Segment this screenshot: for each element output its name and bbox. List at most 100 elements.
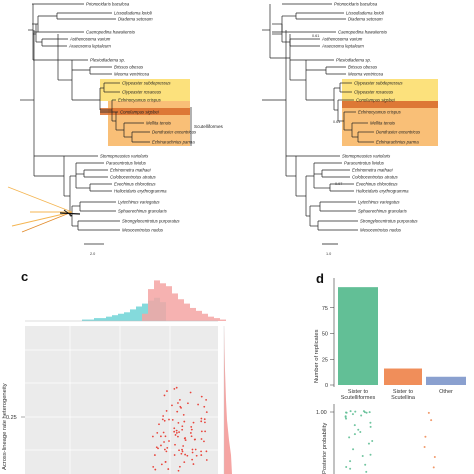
taxon-label: Clypeaster rosaceus bbox=[354, 90, 394, 95]
scatter-point bbox=[174, 443, 176, 446]
scatter-point bbox=[167, 468, 170, 470]
scatter-point bbox=[178, 398, 181, 401]
scatter-point bbox=[151, 435, 154, 438]
scatter-point bbox=[203, 440, 205, 443]
taxon-label: Heliocidaris erythrogramma bbox=[356, 189, 409, 194]
scatter-point bbox=[183, 437, 186, 440]
scatter-point bbox=[162, 415, 165, 417]
histogram-bar-pink bbox=[166, 286, 172, 321]
scatter-point bbox=[181, 450, 184, 453]
highlight-clypeaster bbox=[100, 79, 190, 101]
highlight-clypeaster-right bbox=[342, 79, 438, 101]
taxon-label: Meoma ventricosa bbox=[114, 72, 150, 77]
scatter-point bbox=[181, 428, 184, 431]
bar bbox=[426, 376, 466, 385]
histogram-bar-pink bbox=[220, 319, 226, 321]
taxon-label: Mesocentrotus nudus bbox=[122, 228, 164, 233]
pp-point bbox=[433, 455, 436, 458]
taxon-label: Conolampas sigsbei bbox=[356, 98, 396, 103]
taxon-label: Prionocidaris baculosa bbox=[86, 2, 130, 7]
scatter-point bbox=[174, 434, 177, 436]
bar-category-label: Scutelliformes bbox=[341, 395, 376, 401]
pp-point bbox=[352, 448, 355, 451]
scatter-point bbox=[173, 454, 176, 456]
scatter-point bbox=[180, 452, 183, 455]
phylogeny-left: Prionocidaris baculosa Lissodiadema lorio… bbox=[7, 2, 224, 256]
pp-point bbox=[365, 411, 368, 414]
taxon-label: Mesocentrotus nudus bbox=[360, 228, 402, 233]
histogram-bar-pink bbox=[184, 303, 190, 321]
bar-ytick-label: 50 bbox=[322, 332, 328, 338]
scatter-point bbox=[189, 391, 192, 394]
scatter-point bbox=[160, 444, 162, 447]
rate-histogram bbox=[82, 280, 226, 321]
taxon-label: Araeosoma leptaleum bbox=[68, 44, 111, 49]
scatter-point bbox=[160, 463, 163, 466]
scatter-point bbox=[163, 448, 166, 451]
scatter-point bbox=[161, 418, 164, 421]
scatter-point bbox=[175, 429, 178, 432]
scatter-point bbox=[177, 435, 179, 438]
taxon-label: Dendraster excentricus bbox=[376, 130, 421, 135]
pp-point bbox=[432, 466, 435, 469]
histogram-bar-teal bbox=[82, 319, 88, 321]
scatter-point bbox=[194, 448, 197, 451]
scatter-point bbox=[195, 454, 198, 457]
bar bbox=[338, 287, 378, 385]
pp-point bbox=[365, 470, 368, 473]
scatter-point bbox=[200, 395, 203, 398]
taxon-label: Diadema setosum bbox=[118, 17, 153, 22]
taxon-label: Echinarachnius parma bbox=[152, 140, 195, 145]
scatter-point bbox=[194, 438, 196, 441]
replicate-bars bbox=[338, 287, 466, 385]
scatter-point bbox=[157, 447, 159, 450]
scatter-point bbox=[173, 430, 176, 433]
pp-point bbox=[371, 440, 374, 443]
bar-category-label: Scutellina bbox=[391, 395, 416, 401]
scatter-point bbox=[200, 420, 203, 423]
scatter-point bbox=[178, 465, 181, 468]
scatter-point bbox=[205, 450, 208, 453]
taxon-label: Echinocyamus crispus bbox=[118, 98, 162, 103]
pp-point bbox=[344, 415, 347, 418]
scatter-point bbox=[171, 404, 173, 407]
histogram-bar-teal bbox=[136, 306, 142, 321]
scatter-point bbox=[184, 439, 187, 442]
posterior-probability-points bbox=[344, 410, 436, 473]
support-value-1: 0.61 bbox=[312, 34, 319, 38]
taxon-label: Colobocentrotus atratus bbox=[352, 175, 398, 180]
panel-label-c: c bbox=[21, 269, 28, 284]
scatter-point bbox=[192, 421, 195, 424]
histogram-bar-pink bbox=[142, 313, 148, 321]
bar bbox=[384, 368, 422, 385]
taxon-label: Dendraster excentricus bbox=[152, 130, 197, 135]
bar-category-label: Other bbox=[439, 389, 453, 395]
pp-point bbox=[369, 453, 372, 456]
scatter-panel bbox=[25, 326, 218, 474]
taxon-label: Paracentrotus lividus bbox=[106, 161, 147, 166]
histogram-bar-teal bbox=[94, 318, 100, 321]
taxon-label: Stomopneustes variolaris bbox=[100, 154, 149, 159]
scatter-point bbox=[184, 453, 187, 456]
scatter-point bbox=[181, 425, 184, 428]
scatter-point bbox=[191, 448, 194, 451]
histogram-bar-pink bbox=[154, 280, 160, 321]
highlight-conolampas-right bbox=[342, 101, 438, 108]
histogram-bar-teal bbox=[106, 316, 112, 321]
scatter-point bbox=[182, 445, 185, 447]
pp-point bbox=[369, 421, 372, 424]
pp-ytick: 1.00 bbox=[316, 410, 327, 416]
scatter-point bbox=[191, 451, 194, 454]
taxon-label: Diadema setosum bbox=[348, 17, 383, 22]
ylabel-d: Number of replicates bbox=[314, 329, 320, 383]
scatter-point bbox=[163, 419, 166, 422]
ytick-c: 0.25 bbox=[6, 415, 17, 421]
taxon-label: Strongylocentrotus purpuratus bbox=[122, 219, 180, 224]
scatter-point bbox=[177, 402, 179, 404]
ylabel-c: Across-lineage rate heterogeneity bbox=[2, 383, 8, 470]
side-density bbox=[223, 326, 234, 474]
pp-point bbox=[361, 455, 364, 458]
scatter-point bbox=[165, 450, 168, 453]
